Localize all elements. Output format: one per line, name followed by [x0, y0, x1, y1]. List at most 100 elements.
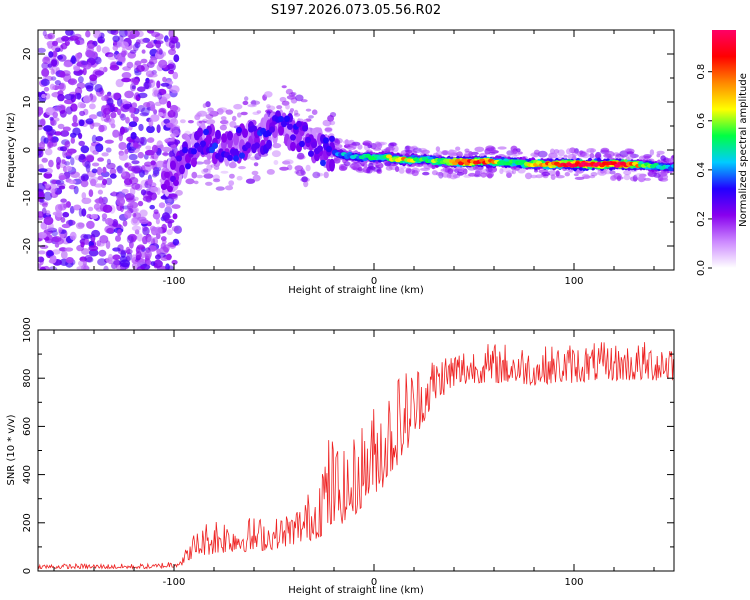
- spectrogram-noise-cell: [43, 92, 51, 100]
- spectrogram-halo-cell: [577, 150, 586, 158]
- spectrogram-halo-cell: [172, 129, 180, 137]
- spectrogram-noise-cell: [127, 233, 138, 242]
- spectrogram-noise-cell: [105, 177, 113, 186]
- spectrogram-noise-cell: [125, 116, 130, 124]
- y-tick-label: 200: [22, 513, 33, 532]
- colorbar-tick-label: 0.2: [696, 211, 707, 227]
- spectrogram-ridge-cell: [173, 179, 179, 187]
- spectrogram-halo-cell: [279, 166, 289, 171]
- spectrogram-noise-cell: [116, 167, 125, 174]
- spectrogram-noise-cell: [61, 223, 71, 229]
- spectrogram-halo-cell: [441, 150, 450, 156]
- spectrogram-noise-cell: [38, 107, 44, 116]
- spectrogram-noise-cell: [149, 204, 155, 210]
- spectrogram-noise-cell: [39, 141, 46, 150]
- spectrogram-halo-cell: [442, 150, 448, 155]
- spectrogram-noise-cell: [133, 196, 139, 201]
- spectrogram-noise-cell: [91, 162, 100, 167]
- spectrogram-ridge-cell: [176, 155, 182, 162]
- spectrogram-halo-cell: [184, 130, 191, 137]
- spectrogram-noise-cell: [129, 30, 140, 38]
- spectrogram-noise-cell: [110, 111, 117, 119]
- spectrogram-noise-cell: [64, 140, 71, 148]
- spectrogram-noise-cell: [135, 251, 142, 259]
- spectrogram-halo-cell: [550, 174, 556, 181]
- spectrogram-noise-cell: [144, 149, 155, 156]
- spectrogram-noise-cell: [126, 235, 134, 244]
- spectrogram-noise-cell: [121, 77, 132, 83]
- spectrogram-noise-cell: [144, 249, 152, 259]
- spectrogram-halo-cell: [623, 169, 632, 176]
- spectrogram-noise-cell: [173, 54, 180, 63]
- spectrogram-noise-cell: [63, 203, 68, 209]
- spectrogram-halo-cell: [236, 175, 243, 181]
- spectrogram-halo-cell: [273, 160, 279, 165]
- spectrogram-noise-cell: [59, 146, 68, 152]
- spectrogram-noise-cell: [167, 265, 175, 270]
- spectrogram-noise-cell: [89, 74, 98, 82]
- spectrogram-halo-cell: [324, 126, 333, 133]
- spectrogram-noise-cell: [129, 240, 134, 249]
- spectrogram-halo-cell: [501, 167, 511, 173]
- spectrogram-noise-cell: [102, 178, 107, 186]
- spectrogram-noise-cell: [121, 72, 132, 79]
- spectrogram-halo-cell: [229, 121, 237, 128]
- colorbar-scale: [712, 30, 736, 268]
- spectrogram-noise-cell: [149, 187, 159, 193]
- spectrogram-noise-cell: [80, 179, 89, 188]
- spectrogram-ridge-cell: [251, 125, 257, 132]
- spectrogram-noise-cell: [57, 123, 65, 130]
- spectrogram-noise-cell: [156, 124, 161, 134]
- spectrogram-halo-cell: [340, 163, 348, 171]
- spectrogram-halo-cell: [367, 144, 373, 149]
- spectrogram-noise-cell: [129, 177, 139, 185]
- spectrogram-halo-cell: [301, 176, 308, 183]
- spectrogram-halo-cell: [604, 170, 612, 175]
- spectrogram-noise-cell: [108, 117, 115, 126]
- spectrogram-noise-cell: [168, 48, 176, 56]
- spectrogram-noise-cell: [156, 80, 161, 89]
- spectrogram-ridge-cell: [233, 132, 239, 146]
- spectrogram-noise-cell: [73, 204, 82, 211]
- spectrogram-noise-cell: [138, 38, 146, 45]
- spectrogram-noise-cell: [78, 76, 84, 84]
- spectrogram-noise-cell: [160, 236, 167, 242]
- spectrogram-halo-cell: [530, 174, 538, 179]
- spectrogram-halo-cell: [613, 152, 620, 157]
- spectrogram-noise-cell: [98, 249, 107, 257]
- spectrogram-ridge-cell: [197, 127, 203, 137]
- y-tick-label: 0: [22, 147, 33, 153]
- spectrogram-noise-cell: [115, 235, 121, 242]
- spectrogram-halo-cell: [225, 109, 234, 115]
- spectrogram-noise-cell: [72, 127, 81, 136]
- spectrogram-noise-cell: [102, 166, 107, 174]
- spectrogram-halo-cell: [609, 170, 616, 175]
- spectrogram-noise-cell: [147, 178, 152, 186]
- spectrogram-noise-cell: [59, 71, 66, 78]
- spectrogram-halo-cell: [209, 110, 219, 117]
- spectrogram-noise-cell: [142, 235, 148, 245]
- spectrogram-noise-cell: [105, 147, 112, 153]
- spectrogram-halo-cell: [444, 167, 454, 174]
- spectrogram-halo-cell: [628, 153, 634, 160]
- spectrogram-noise-cell: [153, 259, 163, 268]
- spectrogram-noise-cell: [175, 41, 181, 49]
- spectrogram-noise-cell: [88, 176, 99, 184]
- colorbar-tick-label: 0.8: [696, 64, 707, 80]
- spectrogram-halo-cell: [335, 138, 343, 144]
- spectrogram-noise-cell: [56, 104, 66, 111]
- spectrogram-noise-cell: [62, 126, 71, 132]
- spectrogram-noise-cell: [171, 37, 178, 44]
- spectrogram-halo-cell: [219, 124, 227, 131]
- spectrogram-ridge-cell: [326, 145, 332, 153]
- spectrogram-halo-cell: [517, 167, 526, 174]
- snr-panel: -100 0 100 0 200 400 600 800 1000 Height of str…: [6, 317, 675, 596]
- spectrogram-ridge-cell: [323, 137, 329, 144]
- spectrogram-halo-cell: [485, 145, 495, 151]
- spectrogram-noise-cell: [64, 93, 75, 100]
- spectrogram-noise-cell: [49, 83, 56, 91]
- spectrogram-noise-cell: [132, 216, 139, 224]
- spectrogram-noise-cell: [60, 130, 70, 137]
- spectrogram-noise-cell: [103, 265, 109, 270]
- snr-series-line: [38, 342, 674, 570]
